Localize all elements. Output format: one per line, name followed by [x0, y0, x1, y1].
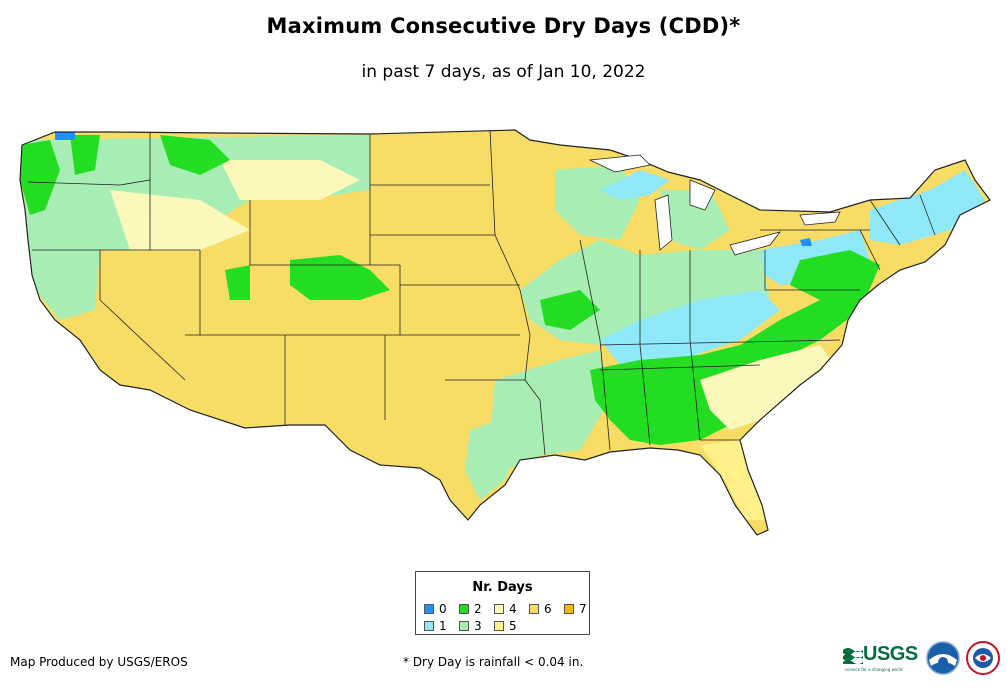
cdd-zone-2-southeast	[590, 290, 860, 445]
legend-item-2: 2	[459, 602, 482, 616]
legend: Nr. Days 0 1 2 3 4 5 6 7	[415, 571, 590, 635]
cdd-zone-5-florida	[700, 440, 765, 520]
cdd-zone-2-missouri	[540, 290, 600, 330]
border-ca-nv	[99, 250, 186, 381]
cdd-zone-0-pennsylvania	[800, 238, 812, 246]
cdd-zone-4-carolinas	[700, 345, 835, 430]
legend-item-7: 7	[564, 602, 587, 616]
legend-swatch	[424, 604, 434, 614]
lake-ontario	[799, 211, 841, 226]
legend-swatch	[564, 604, 574, 614]
great-lakes	[588, 154, 841, 256]
lake-michigan	[654, 194, 673, 251]
legend-item-5: 5	[494, 619, 517, 633]
map-subtitle: in past 7 days, as of Jan 10, 2022	[361, 62, 646, 82]
border-wy	[249, 200, 400, 266]
border-vt-nh	[869, 199, 901, 246]
cdd-zone-2-mid-atlantic	[790, 250, 880, 300]
cdd-zone-2-north-idaho	[160, 135, 230, 175]
noaa-logo-icon	[926, 641, 960, 675]
legend-item-4: 4	[494, 602, 517, 616]
cdd-zone-3-california	[30, 250, 100, 320]
border-wa-or	[27, 179, 151, 186]
cdd-zone-3-michigan	[660, 190, 730, 250]
usgs-logo: USGS	[843, 643, 918, 666]
usgs-wordmark: USGS	[863, 643, 918, 665]
border-oh-ga	[689, 250, 701, 441]
usgs-tagline: science for a changing world	[845, 667, 903, 672]
legend-label: 1	[439, 619, 447, 633]
border-tn-nc-north	[599, 339, 841, 346]
border-in-al	[639, 250, 651, 446]
cdd-zone-3-texas-coast	[465, 420, 520, 500]
cdd-zone-2-olympic	[20, 140, 60, 215]
legend-swatch	[459, 621, 469, 631]
legend-label: 3	[474, 619, 482, 633]
border-mn-ia-mo	[489, 129, 531, 336]
state-borders	[27, 129, 936, 456]
border-ar-la	[524, 379, 546, 456]
border-tn-south	[599, 364, 761, 371]
legend-swatch	[424, 621, 434, 631]
lake-superior	[588, 154, 651, 173]
cdd-zone-2-utah	[225, 265, 250, 300]
legend-label: 6	[544, 602, 552, 616]
legend-item-6: 6	[529, 602, 552, 616]
dry-day-note: * Dry Day is rainfall < 0.04 in.	[403, 655, 584, 669]
cdd-zone-0-northwest	[55, 132, 75, 140]
legend-label: 2	[474, 602, 482, 616]
legend-item-3: 3	[459, 619, 482, 633]
legend-title: Nr. Days	[472, 580, 533, 595]
cdd-zone-1-upper-peninsula	[600, 170, 670, 200]
border-il-ms	[579, 239, 611, 451]
border-ny-nj	[859, 229, 881, 271]
legend-swatch	[494, 604, 504, 614]
border-nh-me	[919, 194, 936, 236]
cdd-zone-2-cascades	[70, 135, 100, 175]
cdd-zone-1-new-england	[870, 170, 985, 245]
legend-swatch	[459, 604, 469, 614]
legend-label: 0	[439, 602, 447, 616]
agency-logos: USGS science for a changing world	[843, 640, 1003, 680]
nws-logo-icon	[966, 641, 1000, 675]
legend-label: 5	[509, 619, 517, 633]
map-title: Maximum Consecutive Dry Days (CDD)*	[266, 14, 741, 38]
cdd-zone-4-idaho	[110, 190, 250, 250]
legend-swatch	[494, 621, 504, 631]
lake-erie	[729, 231, 782, 256]
legend-item-0: 0	[424, 602, 447, 616]
legend-swatch	[529, 604, 539, 614]
us-outline	[19, 129, 991, 536]
cdd-zone-4-montana	[220, 160, 360, 200]
usgs-wave-icon	[843, 647, 863, 664]
legend-label: 7	[579, 602, 587, 616]
cdd-zone-2-colorado	[290, 255, 390, 300]
legend-item-1: 1	[424, 619, 447, 633]
legend-label: 4	[509, 602, 517, 616]
lake-huron	[689, 179, 716, 211]
map-credit: Map Produced by USGS/EROS	[10, 655, 188, 669]
